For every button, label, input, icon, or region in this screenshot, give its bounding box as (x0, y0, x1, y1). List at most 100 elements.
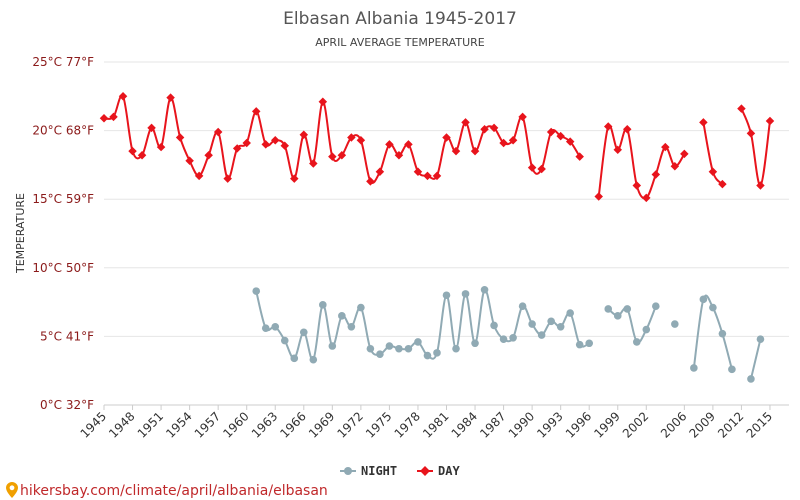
day-point (232, 144, 242, 153)
x-axis: 1945194819511954195719601963196619691972… (78, 405, 775, 441)
day-point (404, 140, 413, 149)
x-tick-label: 1960 (220, 409, 251, 440)
day-point (251, 107, 261, 116)
day-point (318, 97, 328, 107)
x-tick-label: 1963 (249, 409, 280, 440)
night-point (528, 320, 536, 328)
night-point (747, 375, 755, 383)
x-tick-label: 1996 (563, 409, 594, 440)
x-tick-label: 2015 (744, 409, 775, 440)
day-point (489, 123, 499, 133)
y-tick-label: 5°C 41°F (40, 329, 94, 343)
night-point (642, 325, 651, 334)
night-point (509, 333, 517, 342)
day-point (366, 177, 375, 186)
source-link[interactable]: hikersbay.com/climate/april/albania/elba… (6, 482, 328, 499)
night-point (623, 305, 632, 313)
day-point (442, 133, 451, 142)
x-tick-label: 1999 (591, 409, 622, 440)
x-tick-label: 2002 (620, 409, 651, 440)
night-point (499, 335, 508, 343)
legend-night-marker (344, 467, 352, 475)
night-point (652, 302, 660, 311)
day-point (527, 163, 537, 172)
day-point (118, 92, 128, 101)
day-series-line (103, 94, 581, 184)
day-point (432, 171, 442, 181)
day-point (185, 156, 194, 166)
day-point (499, 138, 508, 148)
day-point (347, 133, 356, 142)
day-point (156, 142, 166, 152)
day-point (413, 167, 423, 177)
day-point (356, 135, 366, 145)
day-point (299, 130, 309, 139)
night-point (518, 302, 527, 311)
day-point (756, 181, 765, 190)
day-point (204, 151, 213, 160)
legend-day-marker (420, 466, 430, 476)
night-point (461, 290, 470, 298)
night-point (357, 303, 365, 312)
legend-item-day[interactable]: DAY (417, 464, 460, 478)
day-point (470, 146, 480, 156)
night-point (671, 320, 679, 328)
day-point (166, 93, 175, 102)
day-point (680, 149, 689, 159)
day-point (480, 124, 489, 134)
night-series-line (749, 338, 762, 380)
x-tick-label: 1969 (306, 409, 337, 440)
night-point (490, 321, 498, 330)
x-tick-label: 2012 (715, 409, 746, 440)
night-point (480, 285, 489, 294)
chart-subtitle: APRIL AVERAGE TEMPERATURE (315, 36, 484, 49)
x-tick-label: 1993 (534, 409, 565, 440)
night-point (290, 354, 299, 363)
night-point (718, 329, 727, 338)
day-point (223, 174, 232, 183)
night-point (547, 317, 555, 326)
day-point (632, 181, 642, 190)
night-point (328, 342, 337, 350)
x-tick-label: 1975 (363, 409, 394, 440)
night-point (347, 322, 356, 331)
x-tick-label: 1954 (163, 409, 194, 440)
night-point (385, 342, 394, 350)
x-tick-label: 2006 (658, 409, 689, 440)
night-point (252, 287, 261, 295)
day-point (137, 151, 147, 160)
night-point (433, 349, 441, 357)
legend-item-night[interactable]: NIGHT (340, 464, 397, 478)
day-point (194, 171, 204, 181)
day-point (280, 141, 290, 150)
day-point (394, 151, 404, 160)
night-point (404, 344, 413, 353)
x-tick-label: 1948 (106, 409, 137, 440)
night-point (566, 309, 574, 317)
legend: NIGHT DAY (340, 464, 460, 478)
x-tick-label: 1981 (420, 409, 451, 440)
y-tick-label: 10°C 50°F (32, 261, 94, 275)
y-tick-label: 15°C 59°F (32, 192, 94, 206)
night-point (366, 344, 375, 353)
day-point (147, 123, 156, 133)
day-point (175, 133, 185, 142)
x-tick-label: 1978 (392, 409, 423, 440)
night-point (442, 291, 451, 300)
day-series-line (597, 124, 686, 200)
day-point (128, 146, 137, 156)
source-url[interactable]: hikersbay.com/climate/april/albania/elba… (20, 483, 328, 499)
day-point (613, 145, 622, 155)
night-point (537, 331, 546, 339)
legend-day-label: DAY (438, 464, 460, 478)
night-series-line (607, 305, 657, 344)
night-point (613, 312, 622, 320)
location-pin-icon (6, 482, 18, 498)
x-tick-label: 1984 (449, 409, 480, 440)
night-point (423, 351, 432, 360)
chart-title: Elbasan Albania 1945-2017 (283, 9, 517, 29)
y-tick-label: 20°C 68°F (32, 124, 94, 138)
day-point (375, 167, 385, 177)
night-point (309, 355, 318, 364)
